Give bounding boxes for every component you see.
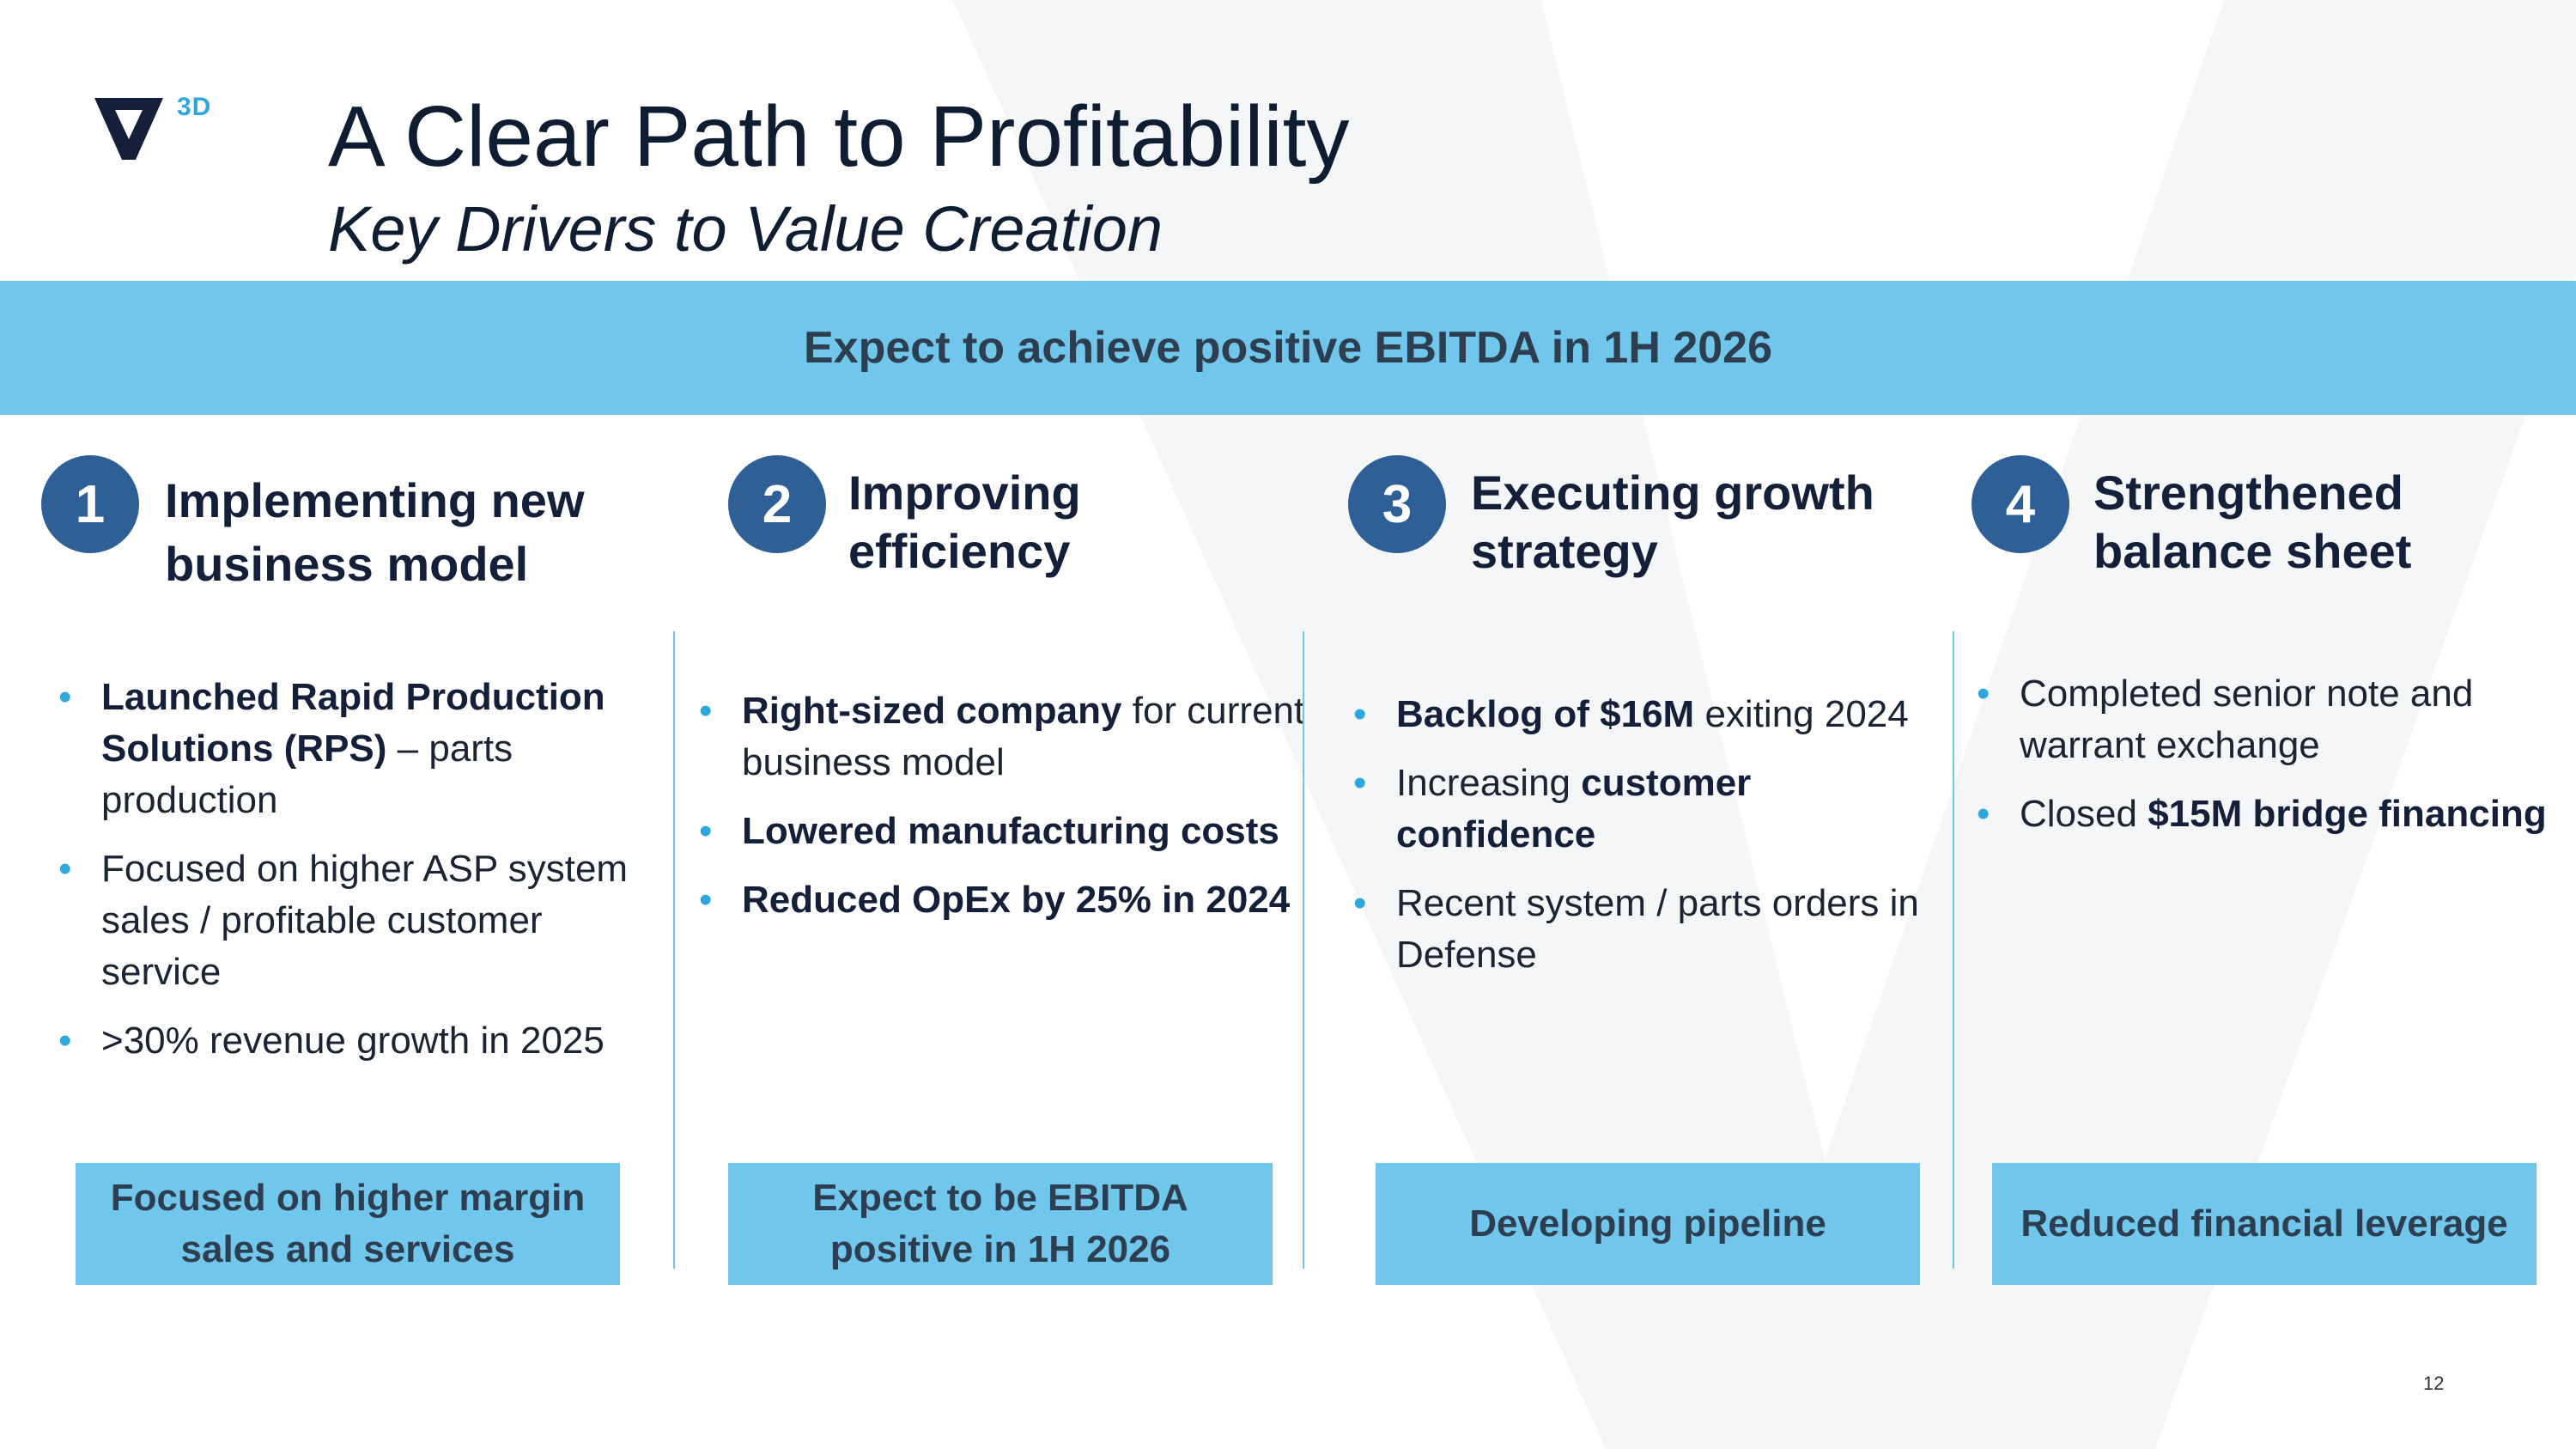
bullet-bold-text: Reduced OpEx by 25% in 2024 <box>742 879 1291 921</box>
column-divider <box>673 631 675 1269</box>
list-item: Launched Rapid Production Solutions (RPS… <box>53 672 671 826</box>
bullet-bold-text: Right-sized company <box>742 690 1122 732</box>
list-item: Reduced OpEx by 25% in 2024 <box>694 874 1312 926</box>
bullet-text: Increasing <box>1396 762 1582 804</box>
column-divider <box>1303 631 1304 1269</box>
box-line: sales and services <box>180 1228 515 1270</box>
heading-line: balance sheet <box>2093 524 2412 578</box>
page-title: A Clear Path to Profitability <box>328 88 1350 185</box>
bullet-text: Focused on higher ASP system sales / pro… <box>101 848 629 993</box>
column-heading: Implementing new business model <box>165 469 585 596</box>
list-item: Completed senior note and warrant exchan… <box>1971 668 2555 771</box>
outcome-box-3: Developing pipeline <box>1376 1163 1920 1285</box>
page-number: 12 <box>2423 1373 2445 1394</box>
bullet-text: – parts production <box>101 728 513 821</box>
bullet-bold-text: Launched Rapid Production Solutions (RPS… <box>101 676 605 770</box>
bullet-text: Completed senior note and warrant exchan… <box>2020 673 2474 766</box>
number-badge: 1 <box>41 455 139 553</box>
list-item: Increasing customer confidence <box>1348 758 1949 861</box>
bullet-list: Completed senior note and warrant exchan… <box>1971 668 2555 857</box>
bullet-bold-text: Lowered manufacturing costs <box>742 810 1279 852</box>
list-item: >30% revenue growth in 2025 <box>53 1015 671 1067</box>
column-growth-strategy: 3 Executing growth strategy Backlog of $… <box>1348 447 1966 1306</box>
company-logo: 3D <box>94 93 232 161</box>
banner-text: Expect to achieve positive EBITDA in 1H … <box>803 323 1773 373</box>
number-badge: 2 <box>728 455 826 553</box>
box-line: Expect to be EBITDA <box>812 1177 1188 1219</box>
logo-v-icon <box>94 98 163 160</box>
outcome-box-4: Reduced financial leverage <box>1992 1163 2537 1285</box>
column-heading: Strengthened balance sheet <box>2093 464 2411 581</box>
logo-text: 3D <box>177 93 212 121</box>
list-item: Focused on higher ASP system sales / pro… <box>53 843 671 998</box>
bullet-list: Backlog of $16M exiting 2024 Increasing … <box>1348 689 1949 998</box>
box-text: Focused on higher margin sales and servic… <box>111 1172 586 1275</box>
heading-line: Executing growth <box>1471 466 1874 520</box>
box-text: Developing pipeline <box>1469 1202 1826 1245</box>
column-business-model: 1 Implementing new business model Launch… <box>41 447 659 1306</box>
heading-line: Strengthened <box>2093 466 2403 520</box>
number-badge: 3 <box>1348 455 1446 553</box>
heading-line: efficiency <box>848 524 1071 578</box>
outcome-box-2: Expect to be EBITDA positive in 1H 2026 <box>728 1163 1273 1285</box>
bullet-list: Right-sized company for current business… <box>694 685 1312 943</box>
list-item: Recent system / parts orders in Defense <box>1348 878 1949 981</box>
box-text: Reduced financial leverage <box>2020 1202 2508 1245</box>
page-subtitle: Key Drivers to Value Creation <box>328 193 1163 265</box>
column-efficiency: 2 Improving efficiency Right-sized compa… <box>699 447 1329 1306</box>
column-balance-sheet: 4 Strengthened balance sheet Completed s… <box>1971 447 2555 1306</box>
heading-line: Implementing new <box>165 473 585 527</box>
column-divider <box>1953 631 1954 1269</box>
heading-line: Improving <box>848 466 1081 520</box>
heading-line: business model <box>165 537 529 591</box>
ebitda-banner: Expect to achieve positive EBITDA in 1H … <box>0 281 2576 415</box>
list-item: Backlog of $16M exiting 2024 <box>1348 689 1949 740</box>
bullet-bold-text: customer confidence <box>1396 762 1752 855</box>
list-item: Lowered manufacturing costs <box>694 806 1312 857</box>
bullet-bold-text: Backlog of $16M <box>1396 693 1695 735</box>
box-text: Expect to be EBITDA positive in 1H 2026 <box>812 1172 1188 1275</box>
bullet-list: Launched Rapid Production Solutions (RPS… <box>53 672 671 1084</box>
bullet-text: Closed <box>2020 793 2148 835</box>
bullet-text: >30% revenue growth in 2025 <box>101 1020 605 1062</box>
bullet-bold-text: $15M bridge financing <box>2148 793 2547 835</box>
box-line: positive in 1H 2026 <box>829 1228 1171 1270</box>
box-line: Focused on higher margin <box>110 1177 586 1219</box>
column-heading: Executing growth strategy <box>1471 464 1874 581</box>
heading-line: strategy <box>1471 524 1658 578</box>
number-badge: 4 <box>1971 455 2069 553</box>
outcome-box-1: Focused on higher margin sales and servic… <box>76 1163 620 1285</box>
list-item: Right-sized company for current business… <box>694 685 1312 788</box>
bullet-text: exiting 2024 <box>1694 693 1909 735</box>
bullet-text: Recent system / parts orders in Defense <box>1396 882 1919 976</box>
column-heading: Improving efficiency <box>848 464 1081 581</box>
bullet-text: for current business model <box>742 690 1305 783</box>
list-item: Closed $15M bridge financing <box>1971 788 2555 840</box>
